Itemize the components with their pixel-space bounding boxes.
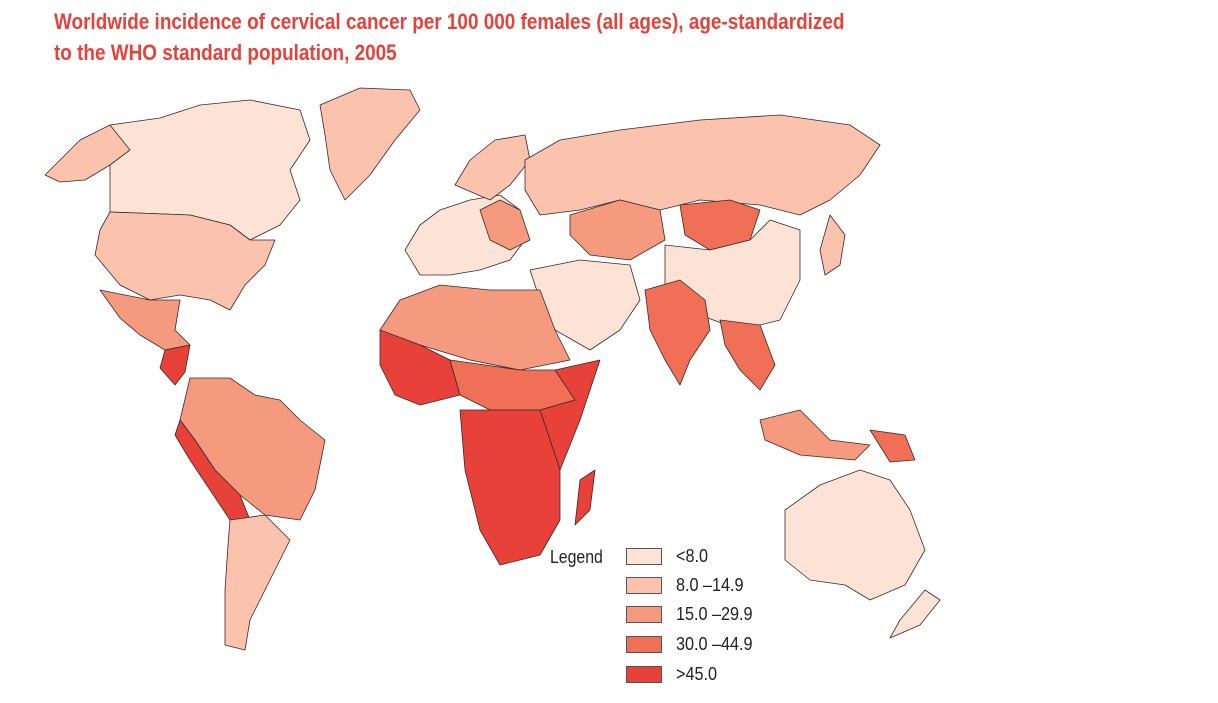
legend-item: >45.0 <box>626 663 806 685</box>
region-greenland <box>319 87 421 201</box>
region-papua <box>869 429 916 463</box>
legend-text: 8.0 –14.9 <box>676 575 744 595</box>
region-japan <box>819 214 846 276</box>
region-northern-south-america <box>179 377 326 521</box>
region-russia <box>524 114 881 216</box>
region-indonesia <box>759 409 871 461</box>
legend-label: Legend <box>550 547 603 567</box>
legend-swatch <box>626 665 662 683</box>
legend-text: >45.0 <box>676 664 717 684</box>
region-kazakhstan <box>569 199 666 261</box>
region-scandinavia <box>454 134 531 201</box>
region-india <box>644 279 711 386</box>
legend-swatch <box>626 576 662 594</box>
legend-item: 8.0 –14.9 <box>626 574 806 596</box>
legend-text: <8.0 <box>676 546 708 566</box>
region-usa <box>94 211 276 311</box>
region-new-zealand <box>889 589 941 639</box>
region-southeast-asia <box>719 319 776 391</box>
legend-item: <8.0 <box>626 545 806 567</box>
legend-text: 30.0 –44.9 <box>676 634 753 654</box>
region-australia <box>784 469 926 601</box>
region-southern-africa <box>459 409 561 566</box>
legend-item: 15.0 –29.9 <box>626 603 806 625</box>
legend-swatch <box>626 605 662 623</box>
region-mexico <box>99 289 191 351</box>
legend-text: 15.0 –29.9 <box>676 604 753 624</box>
region-madagascar <box>574 469 596 526</box>
region-west-africa <box>379 329 461 406</box>
region-central-america <box>159 344 191 386</box>
region-southern-cone <box>224 514 291 651</box>
legend-swatch <box>626 635 662 653</box>
legend-swatch <box>626 547 662 565</box>
legend: Legend <8.0 8.0 –14.9 15.0 –29.9 30.0 –4… <box>550 545 810 695</box>
legend-item: 30.0 –44.9 <box>626 633 806 655</box>
map-title: Worldwide incidence of cervical cancer p… <box>54 9 845 65</box>
region-eastern-europe <box>479 199 531 251</box>
region-canada <box>109 99 311 241</box>
